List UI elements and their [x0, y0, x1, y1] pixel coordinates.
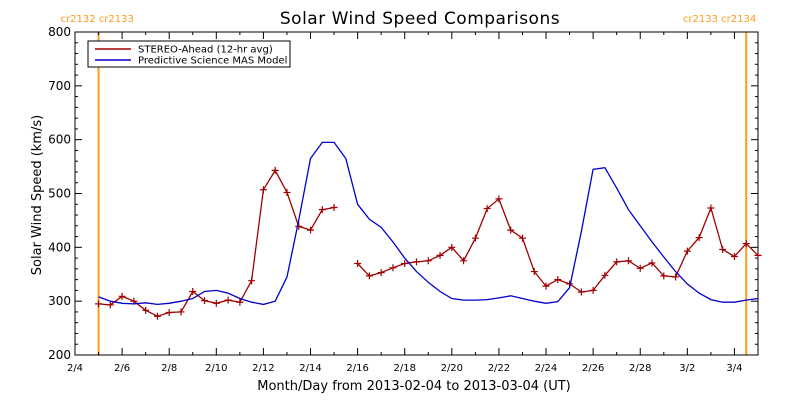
data-point-marker: [754, 251, 762, 259]
x-axis: 2/4 2/6 2/8 2/10 2/12 2/14 2/16 2/18 2/20 2/22 2/2…: [67, 32, 742, 374]
data-point-marker: [224, 296, 232, 304]
y-tick-label: 800: [48, 25, 71, 39]
legend: STEREO-Ahead (12-hr avg)Predictive Scien…: [87, 40, 291, 68]
data-point-marker: [318, 206, 326, 214]
x-tick-label: 2/24: [535, 363, 557, 374]
x-tick-label: 3/2: [679, 363, 695, 374]
x-axis-label: Month/Day from 2013-02-04 to 2013-03-04 …: [257, 379, 570, 394]
data-point-marker: [153, 312, 161, 320]
data-point-marker: [613, 258, 621, 266]
x-tick-label: 2/28: [629, 363, 651, 374]
y-tick-label: 400: [48, 240, 71, 254]
data-point-marker: [106, 301, 114, 309]
data-point-marker: [401, 259, 409, 267]
x-tick-label: 2/10: [205, 363, 227, 374]
data-point-marker: [554, 276, 562, 284]
data-point-marker: [660, 272, 668, 280]
data-point-marker: [377, 269, 385, 277]
data-point-marker: [436, 251, 444, 259]
data-point-marker: [542, 282, 550, 290]
data-point-marker: [707, 204, 715, 212]
data-point-marker: [648, 259, 656, 267]
data-point-marker: [236, 298, 244, 306]
data-point-marker: [259, 186, 267, 194]
plot-frame: [74, 31, 759, 356]
carrington-marker-label: cr2133 cr2134: [683, 14, 756, 25]
data-point-marker: [471, 234, 479, 242]
y-tick-label: 200: [48, 348, 71, 362]
data-point-marker: [530, 268, 538, 276]
data-point-marker: [742, 240, 750, 248]
data-point-marker: [460, 257, 468, 265]
data-point-marker: [142, 306, 150, 314]
x-tick-label: 2/6: [114, 363, 130, 374]
data-point-marker: [672, 273, 680, 281]
data-point-marker: [448, 243, 456, 251]
legend-label: STEREO-Ahead (12-hr avg): [138, 45, 273, 56]
data-point-marker: [483, 205, 491, 213]
data-point-marker: [95, 300, 103, 308]
x-tick-label: 2/14: [299, 363, 321, 374]
data-point-marker: [589, 286, 597, 294]
y-tick-label: 700: [48, 79, 71, 93]
y-tick-label: 300: [48, 294, 71, 308]
x-tick-label: 2/20: [441, 363, 463, 374]
data-point-marker: [330, 203, 338, 211]
y-tick-label: 600: [48, 133, 71, 147]
x-tick-label: 2/8: [161, 363, 177, 374]
data-point-marker: [283, 188, 291, 196]
data-point-marker: [683, 247, 691, 255]
series-line-stereo-ahead: [98, 169, 759, 317]
x-tick-label: 3/4: [726, 363, 742, 374]
data-point-marker: [354, 259, 362, 267]
legend-label: Predictive Science MAS Model: [138, 56, 287, 67]
data-point-marker: [577, 288, 585, 296]
y-tick-label: 500: [48, 187, 71, 201]
data-point-marker: [518, 234, 526, 242]
x-tick-label: 2/18: [393, 363, 415, 374]
y-axis: 200 300 400 500 600 700 800: [48, 25, 758, 362]
data-point-marker: [413, 258, 420, 266]
carrington-marker-label: cr2132 cr2133: [61, 14, 134, 25]
data-point-marker: [165, 308, 173, 316]
data-point-marker: [365, 272, 373, 280]
data-point-marker: [307, 226, 315, 234]
data-point-marker: [495, 195, 503, 203]
data-point-marker: [248, 277, 256, 285]
data-point-marker: [389, 264, 397, 272]
data-point-marker: [212, 299, 220, 307]
data-point-marker: [118, 292, 126, 300]
data-point-marker: [295, 222, 303, 230]
chart-title: Solar Wind Speed Comparisons: [280, 9, 560, 29]
x-tick-label: 2/12: [252, 363, 274, 374]
data-point-marker: [177, 308, 185, 316]
data-point-marker: [189, 287, 197, 295]
x-tick-label: 2/4: [67, 363, 83, 374]
series-layer: [95, 141, 762, 320]
data-point-marker: [624, 257, 632, 265]
data-point-marker: [601, 271, 609, 279]
data-point-marker: [507, 226, 515, 234]
y-axis-label: Solar Wind Speed (km/s): [30, 115, 45, 275]
legend-box: [87, 40, 291, 68]
data-point-marker: [695, 234, 703, 242]
data-point-marker: [271, 166, 279, 174]
data-point-marker: [201, 297, 209, 305]
x-tick-label: 2/26: [582, 363, 604, 374]
x-tick-label: 2/22: [488, 363, 510, 374]
data-point-marker: [730, 252, 738, 260]
series-line-mas-model: [98, 141, 759, 306]
x-tick-label: 2/16: [346, 363, 368, 374]
data-point-marker: [719, 245, 727, 253]
data-point-marker: [424, 257, 432, 265]
data-point-marker: [636, 264, 644, 272]
